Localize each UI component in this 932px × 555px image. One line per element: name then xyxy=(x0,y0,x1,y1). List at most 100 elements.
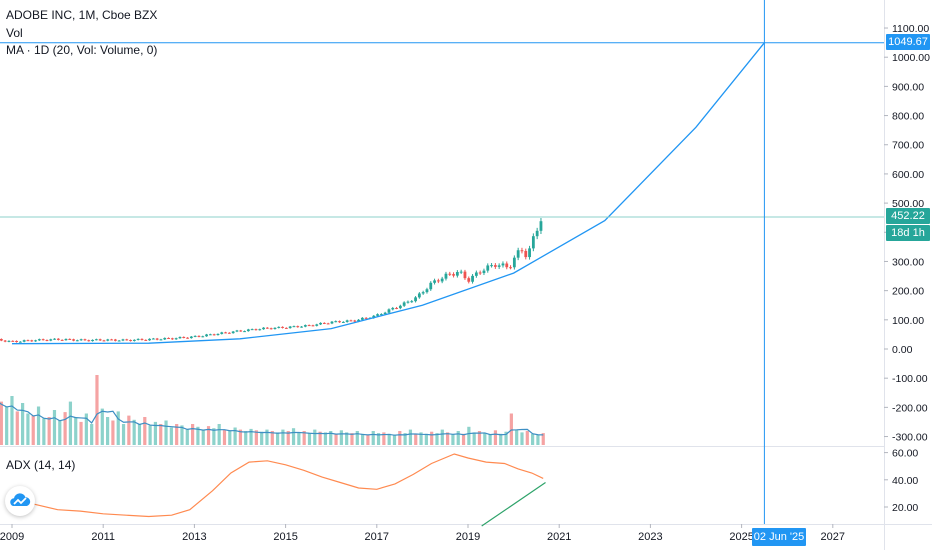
candle-body xyxy=(417,293,421,298)
time-axis-tick-label: 2025 xyxy=(729,531,753,543)
candle-body xyxy=(205,334,208,337)
tradingview-logo[interactable] xyxy=(5,486,35,516)
candle-body xyxy=(98,339,102,341)
candle-body xyxy=(178,336,182,339)
candle-body xyxy=(18,341,22,343)
volume-bar xyxy=(121,424,126,445)
candle-body xyxy=(121,339,125,341)
parabolic-curve-line xyxy=(11,42,765,345)
candle-body xyxy=(132,339,136,341)
candle-body xyxy=(41,339,45,341)
time-axis-tick-label: 2015 xyxy=(273,531,297,543)
candle-body xyxy=(83,339,87,341)
candle-body xyxy=(45,340,49,342)
volume-bar xyxy=(414,434,418,445)
adx-axis-tick-label: 60.00 xyxy=(892,448,918,460)
volume-bar xyxy=(403,433,407,445)
candle-body xyxy=(269,328,273,330)
candle-body xyxy=(79,339,83,341)
candle-body xyxy=(467,278,471,282)
volume-bar xyxy=(376,433,381,445)
candle-body xyxy=(379,314,383,316)
candle-body xyxy=(398,305,402,309)
volume-bar xyxy=(233,427,237,445)
candle-body xyxy=(227,332,231,334)
time-axis-tick-label: 2017 xyxy=(365,531,389,543)
candle-body xyxy=(262,327,265,330)
candle-body xyxy=(349,320,353,322)
candle-body xyxy=(341,321,345,323)
candle-body xyxy=(53,338,56,340)
candle-body xyxy=(117,340,121,342)
volume-bar xyxy=(74,417,78,445)
candle-body xyxy=(300,326,303,328)
volume-bar xyxy=(467,426,471,445)
candle-body xyxy=(182,336,186,338)
volume-bar xyxy=(499,433,503,445)
volume-legend[interactable]: Vol xyxy=(6,26,23,40)
candle-body xyxy=(326,323,330,325)
candle-body xyxy=(151,338,155,340)
adx-legend[interactable]: ADX (14, 14) xyxy=(6,458,76,472)
volume-bar xyxy=(26,413,30,445)
time-axis-tick-label: 2019 xyxy=(456,531,480,543)
volume-bar xyxy=(472,432,476,445)
volume-bar xyxy=(228,431,232,445)
candle-body xyxy=(307,325,311,327)
volume-bar xyxy=(435,433,439,445)
candle-body xyxy=(357,319,360,322)
candle-body xyxy=(372,315,376,318)
volume-bar xyxy=(419,432,423,445)
candle-body xyxy=(364,317,368,319)
volume-bar xyxy=(281,429,285,445)
candle-body xyxy=(189,336,193,339)
symbol-legend[interactable]: ADOBE INC, 1M, Cboe BZX xyxy=(6,8,158,22)
candle-body xyxy=(163,337,167,340)
volume-bar xyxy=(68,401,73,445)
time-axis-tick-label: 2009 xyxy=(0,531,24,543)
candle-body xyxy=(334,321,338,323)
volume-bar xyxy=(408,429,413,445)
candle-body xyxy=(303,325,307,327)
volume-bar xyxy=(504,431,508,445)
candle-body xyxy=(482,270,486,274)
volume-bar xyxy=(148,425,152,445)
candle-body xyxy=(140,338,144,340)
volume-bar xyxy=(0,401,3,445)
candle-body xyxy=(60,339,64,341)
volume-bar xyxy=(515,429,519,445)
volume-bar xyxy=(84,413,88,445)
candle-body xyxy=(440,278,444,282)
volume-bar xyxy=(137,424,142,445)
price-axis-tick-label: -300.00 xyxy=(892,432,928,444)
volume-bar xyxy=(132,419,136,445)
price-axis-tick-label: 200.00 xyxy=(892,286,924,298)
candle-body xyxy=(463,271,467,279)
candle-body xyxy=(315,324,319,326)
volume-bar xyxy=(276,432,280,445)
candle-body xyxy=(174,338,178,340)
volume-bar xyxy=(5,406,9,445)
candle-body xyxy=(94,339,98,341)
countdown-tag: 18d 1h xyxy=(886,225,930,241)
volume-bar xyxy=(265,429,269,445)
price-axis-tick-label: 0.00 xyxy=(892,344,913,356)
ma-legend[interactable]: MA · 1D (20, Vol: Volume, 0) xyxy=(6,43,158,57)
volume-bar xyxy=(461,433,466,445)
volume-bar xyxy=(42,418,46,445)
volume-bar xyxy=(206,426,211,445)
candle-body xyxy=(37,339,41,341)
volume-bar xyxy=(531,433,535,445)
candle-body xyxy=(72,339,75,341)
volume-bar xyxy=(424,433,428,445)
volume-bar xyxy=(36,406,41,445)
candle-body xyxy=(129,340,132,342)
candle-body xyxy=(501,263,505,266)
candle-body xyxy=(281,326,284,328)
candle-body xyxy=(193,335,197,337)
price-axis-tick-label: -100.00 xyxy=(892,373,928,385)
candle-body xyxy=(528,248,531,258)
candle-body xyxy=(478,272,482,274)
